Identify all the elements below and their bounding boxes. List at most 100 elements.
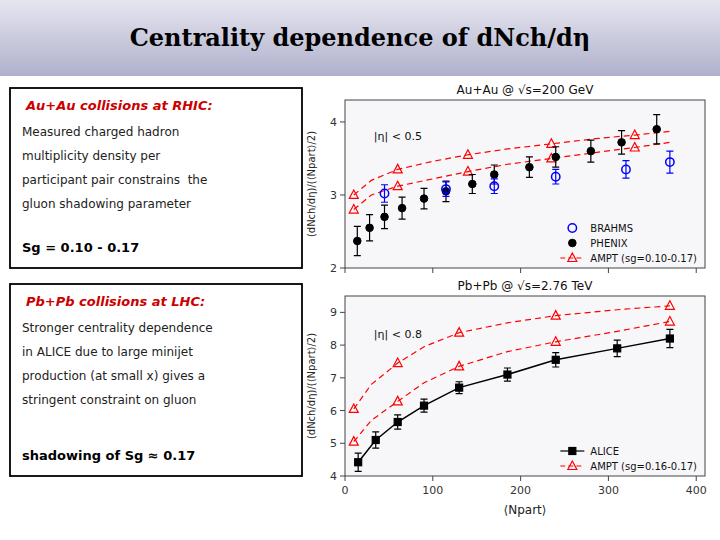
x-tick — [432, 268, 433, 273]
series — [349, 301, 674, 413]
marker — [372, 437, 379, 444]
error-bar — [618, 131, 625, 154]
error-bar — [355, 453, 362, 471]
plot-area — [345, 100, 705, 268]
marker — [394, 419, 401, 426]
y-tick — [340, 410, 345, 411]
text-box-frame — [10, 88, 302, 268]
y-tick — [340, 443, 345, 444]
marker — [618, 139, 626, 147]
data-layer — [349, 115, 674, 256]
error-bar — [421, 188, 428, 208]
plot-title: Pb+Pb @ √s=2.76 TeV — [458, 279, 594, 293]
plot: 234(dNch/dη)/(⟨Npart⟩/2)Au+Au @ √s=200 G… — [306, 83, 705, 275]
series-line — [358, 339, 670, 463]
legend-label: AMPT (sg=0.10-0.17) — [590, 253, 697, 264]
marker — [349, 404, 358, 413]
text-box-frame — [10, 284, 302, 476]
y-tick-label: 6 — [330, 405, 337, 418]
error-bar — [354, 226, 361, 255]
x-axis-label: ⟨Npart⟩ — [504, 503, 547, 517]
y-tick — [340, 312, 345, 313]
marker — [552, 153, 560, 161]
text-box-title: Au+Au collisions at RHIC: — [25, 98, 213, 113]
y-axis-label: (dNch/dη)/(⟨Npart⟩/2) — [306, 333, 317, 439]
series-line — [354, 306, 670, 409]
error-bar — [456, 382, 463, 394]
x-tick — [432, 476, 433, 481]
marker — [568, 224, 576, 232]
error-bar — [491, 179, 498, 194]
slide: Centrality dependence of dNch/dηAu+Au co… — [0, 0, 720, 540]
marker — [381, 213, 389, 221]
marker — [442, 185, 450, 193]
series — [353, 115, 660, 256]
y-tick — [340, 377, 345, 378]
error-bar — [442, 181, 449, 201]
legend: BRAHMSPHENIXAMPT (sg=0.10-0.17) — [560, 223, 697, 264]
x-tick — [608, 476, 609, 481]
legend-label: PHENIX — [590, 238, 627, 249]
marker — [551, 311, 560, 320]
error-bar — [504, 368, 511, 381]
error-bar — [442, 182, 449, 197]
error-bar — [587, 140, 594, 162]
plot-title: Au+Au @ √s=200 GeV — [457, 83, 595, 97]
marker — [355, 459, 362, 466]
x-tick-label: 300 — [598, 484, 619, 497]
error-bar — [552, 169, 559, 184]
x-tick-label: 100 — [422, 484, 443, 497]
marker — [398, 204, 406, 212]
marker — [569, 448, 576, 455]
error-bar — [666, 151, 673, 173]
error-bar — [469, 175, 476, 194]
marker — [420, 195, 428, 203]
legend-label: AMPT (sg=0.16-0.17) — [590, 461, 697, 472]
header-band — [0, 0, 720, 76]
marker — [666, 335, 673, 342]
marker — [490, 171, 498, 179]
y-tick-label: 7 — [330, 372, 337, 385]
error-bar — [622, 161, 629, 179]
y-tick-label: 2 — [330, 262, 337, 275]
y-tick-label: 8 — [330, 339, 337, 352]
plot-frame — [345, 296, 705, 476]
marker — [455, 328, 464, 337]
x-tick — [520, 476, 521, 481]
legend-label: ALICE — [590, 446, 619, 457]
x-tick-label: 0 — [342, 484, 349, 497]
x-tick — [696, 476, 697, 481]
error-bar — [653, 115, 660, 144]
y-tick-label: 4 — [330, 116, 337, 129]
marker — [569, 239, 577, 247]
marker — [353, 237, 361, 245]
y-tick-label: 9 — [330, 306, 337, 319]
marker — [568, 461, 577, 470]
text-box-line: gluon shadowing parameter — [22, 197, 191, 211]
marker — [463, 167, 472, 176]
marker — [568, 253, 577, 262]
text-box-result: shadowing of Sg ≈ 0.17 — [22, 448, 195, 463]
legend: ALICE AMPT (sg=0.16-0.17) — [560, 446, 697, 472]
plot-subtitle: |η| < 0.8 — [374, 328, 422, 341]
data-layer — [349, 301, 674, 472]
marker — [366, 224, 374, 232]
y-tick — [340, 476, 345, 477]
marker — [393, 181, 402, 190]
error-bar — [372, 432, 379, 448]
series-line — [354, 322, 670, 442]
marker — [393, 358, 402, 367]
error-bar — [381, 185, 388, 203]
x-tick — [608, 268, 609, 273]
series — [355, 329, 674, 471]
marker — [421, 402, 428, 409]
marker — [587, 147, 595, 155]
text-box-line: participant pair constrains the — [22, 173, 207, 187]
text-box-title: Pb+Pb collisions at LHC: — [26, 294, 205, 309]
x-tick-label: 400 — [686, 484, 707, 497]
series — [380, 151, 674, 202]
error-bar — [614, 340, 621, 356]
marker — [666, 158, 674, 166]
marker — [614, 345, 621, 352]
marker — [380, 189, 388, 197]
